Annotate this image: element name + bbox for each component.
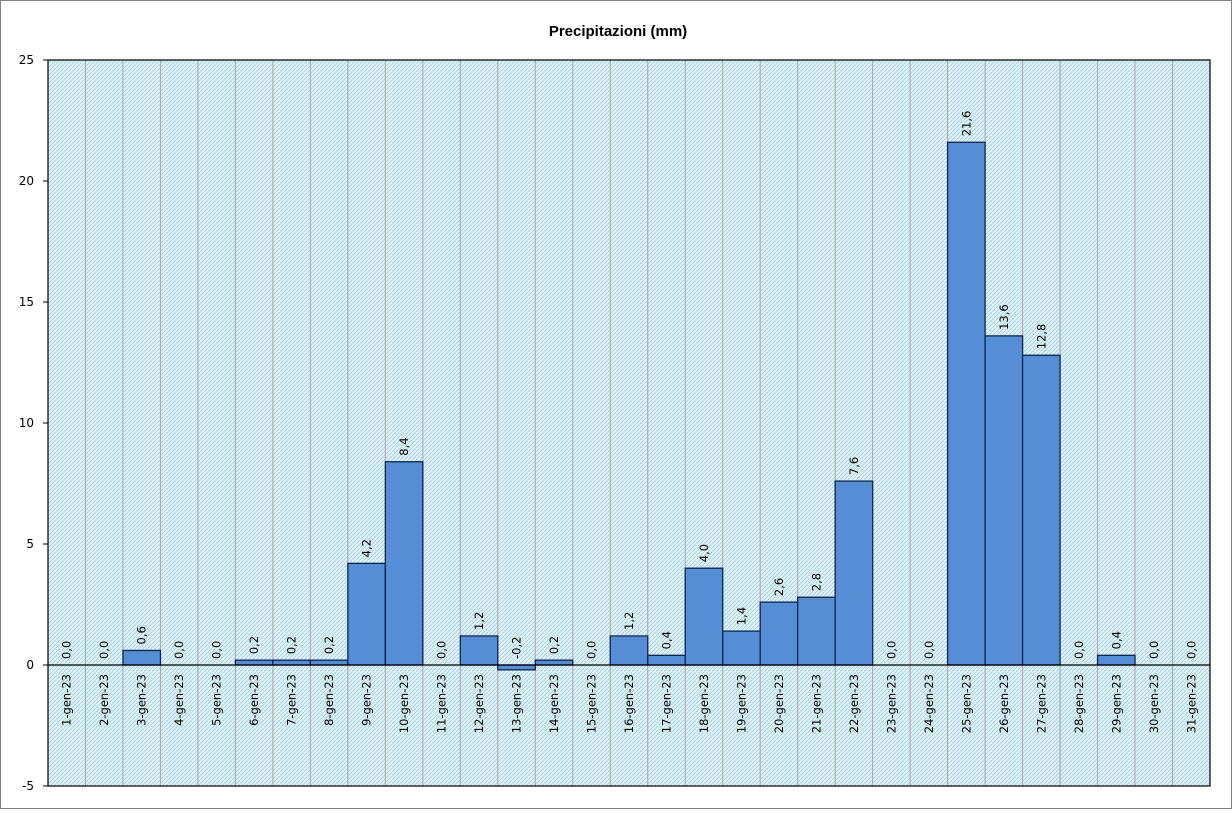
data-label: 21,6 bbox=[959, 111, 973, 137]
x-tick-label: 28-gen-23 bbox=[1072, 674, 1086, 733]
bar bbox=[1021, 354, 1061, 666]
x-tick-label: 1-gen-23 bbox=[60, 674, 74, 726]
x-tick-label: 27-gen-23 bbox=[1034, 674, 1048, 733]
x-tick-label: 30-gen-23 bbox=[1147, 674, 1161, 733]
y-tick-label: 25 bbox=[19, 53, 34, 67]
x-tick-label: 10-gen-23 bbox=[397, 674, 411, 733]
y-tick-label: 10 bbox=[19, 416, 34, 430]
bar bbox=[459, 635, 499, 666]
bar bbox=[534, 659, 574, 666]
bar bbox=[684, 567, 724, 666]
y-tick-label: 5 bbox=[26, 537, 34, 551]
data-label: 0,2 bbox=[322, 636, 336, 654]
data-label: 8,4 bbox=[397, 437, 411, 455]
x-tick-label: 4-gen-23 bbox=[172, 674, 186, 726]
y-tick-label: 20 bbox=[19, 174, 34, 188]
data-label: 0,0 bbox=[884, 641, 898, 659]
x-tick-label: 2-gen-23 bbox=[97, 674, 111, 726]
data-label: 1,4 bbox=[734, 607, 748, 625]
data-label: 2,8 bbox=[809, 573, 823, 591]
x-tick-label: 20-gen-23 bbox=[772, 674, 786, 733]
plot-frame bbox=[47, 59, 1211, 787]
x-axis: 1-gen-23 2-gen-23 3-gen-23 4-gen-23 5-gen-23… bbox=[60, 674, 1199, 733]
x-tick-label: 7-gen-23 bbox=[285, 674, 299, 726]
data-label: 7,6 bbox=[847, 457, 861, 475]
x-tick-label: 11-gen-23 bbox=[435, 674, 449, 733]
data-label: 0,0 bbox=[60, 641, 74, 659]
y-axis: -5 0 5 10 15 20 25 bbox=[19, 53, 48, 793]
bar bbox=[309, 659, 349, 666]
data-label: 4,2 bbox=[360, 539, 374, 557]
bar bbox=[647, 654, 686, 666]
x-tick-label: 14-gen-23 bbox=[547, 674, 561, 733]
x-tick-label: 26-gen-23 bbox=[997, 674, 1011, 733]
data-label: 0,0 bbox=[922, 641, 936, 659]
x-tick-label: 23-gen-23 bbox=[884, 674, 898, 733]
data-label: 0,0 bbox=[1072, 641, 1086, 659]
x-tick-label: 22-gen-23 bbox=[847, 674, 861, 733]
bar bbox=[497, 664, 536, 671]
data-label: 1,2 bbox=[622, 612, 636, 630]
bar bbox=[984, 335, 1024, 666]
data-label: 0,4 bbox=[1109, 631, 1123, 649]
bar bbox=[834, 480, 874, 666]
data-labels-layer: 0,0 0,0 0,6 0,0 0,0 0,2 0,2 0,2 4,2 8,4 0,0 1,2 -0,2… bbox=[60, 111, 1199, 659]
x-tick-label: 21-gen-23 bbox=[809, 674, 823, 733]
x-tick-label: 9-gen-23 bbox=[360, 674, 374, 726]
data-label: 13,6 bbox=[997, 304, 1011, 330]
x-tick-label: 18-gen-23 bbox=[697, 674, 711, 733]
data-label: 12,8 bbox=[1034, 324, 1048, 350]
x-tick-label: 12-gen-23 bbox=[472, 674, 486, 733]
data-label: 0,6 bbox=[135, 626, 149, 644]
y-tick-label: 0 bbox=[26, 658, 34, 672]
bar bbox=[1096, 654, 1136, 666]
data-label: 0,4 bbox=[659, 631, 673, 649]
data-label: 0,0 bbox=[1184, 641, 1198, 659]
x-tick-label: 24-gen-23 bbox=[922, 674, 936, 733]
x-tick-label: 31-gen-23 bbox=[1184, 674, 1198, 733]
data-label: 2,6 bbox=[772, 578, 786, 596]
bar bbox=[946, 141, 986, 666]
bar bbox=[722, 630, 761, 666]
data-label: 0,0 bbox=[172, 641, 186, 659]
x-tick-label: 5-gen-23 bbox=[210, 674, 224, 726]
data-label: 0,0 bbox=[1147, 641, 1161, 659]
data-label: 1,2 bbox=[472, 612, 486, 630]
x-tick-label: 8-gen-23 bbox=[322, 674, 336, 726]
data-label: 0,2 bbox=[247, 636, 261, 654]
data-label: 0,0 bbox=[210, 641, 224, 659]
x-tick-label: 15-gen-23 bbox=[585, 674, 599, 733]
x-tick-label: 6-gen-23 bbox=[247, 674, 261, 726]
data-label: 0,0 bbox=[435, 641, 449, 659]
data-label: 4,0 bbox=[697, 544, 711, 562]
x-tick-label: 17-gen-23 bbox=[659, 674, 673, 733]
y-tick-label: 15 bbox=[19, 295, 34, 309]
data-label: 0,0 bbox=[97, 641, 111, 659]
bar bbox=[234, 659, 274, 666]
bar bbox=[609, 635, 649, 666]
chart-title: Precipitazioni (mm) bbox=[549, 23, 687, 40]
x-tick-label: 13-gen-23 bbox=[510, 674, 524, 733]
x-tick-label: 19-gen-23 bbox=[734, 674, 748, 733]
x-tick-label: 16-gen-23 bbox=[622, 674, 636, 733]
data-label: 0,2 bbox=[285, 636, 299, 654]
data-label: 0,0 bbox=[585, 641, 599, 659]
data-label: -0,2 bbox=[510, 637, 524, 659]
bar bbox=[797, 596, 836, 666]
bar bbox=[122, 649, 162, 666]
x-tick-label: 25-gen-23 bbox=[959, 674, 973, 733]
x-tick-label: 3-gen-23 bbox=[135, 674, 149, 726]
data-label: 0,2 bbox=[547, 636, 561, 654]
bar bbox=[384, 461, 424, 666]
bar bbox=[347, 562, 387, 666]
bars-layer bbox=[122, 141, 1136, 671]
y-tick-label: -5 bbox=[22, 779, 34, 793]
bar bbox=[759, 601, 799, 666]
bar bbox=[272, 659, 312, 666]
x-tick-label: 29-gen-23 bbox=[1109, 674, 1123, 733]
